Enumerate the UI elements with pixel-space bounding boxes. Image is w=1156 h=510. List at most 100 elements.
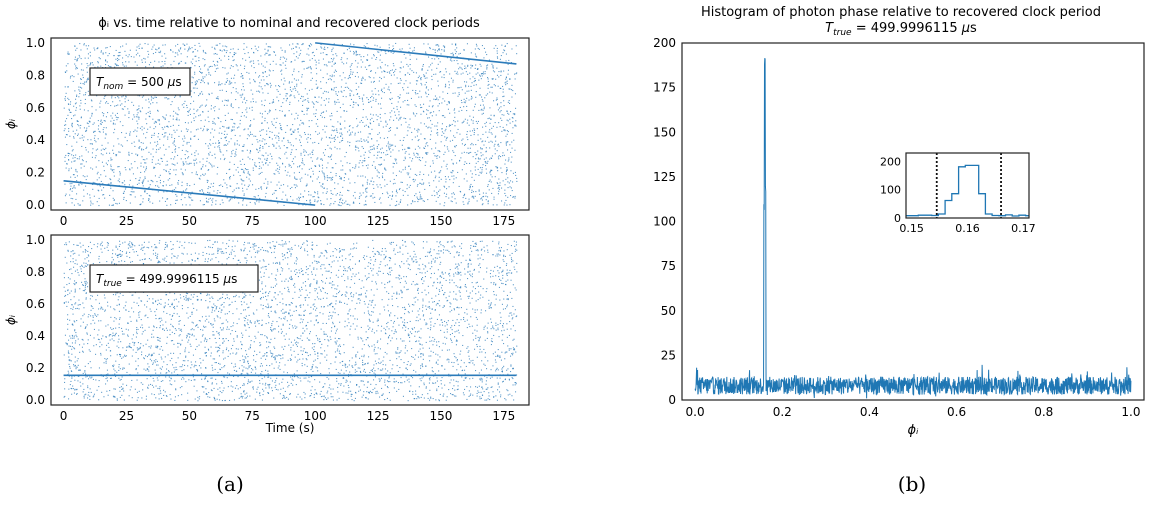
scatter-point: [450, 339, 452, 341]
scatter-point: [474, 53, 476, 55]
scatter-point: [373, 379, 375, 381]
scatter-point: [223, 133, 225, 135]
scatter-point: [89, 143, 91, 145]
scatter-point: [515, 45, 517, 47]
scatter-point: [453, 109, 455, 111]
scatter-point: [488, 83, 490, 85]
scatter-point: [74, 263, 76, 265]
scatter-point: [471, 196, 473, 198]
scatter-point: [449, 59, 451, 61]
scatter-point: [118, 166, 120, 168]
scatter-point: [388, 145, 390, 147]
scatter-point: [259, 112, 261, 114]
scatter-point: [367, 141, 369, 143]
scatter-point: [216, 173, 218, 175]
scatter-point: [229, 67, 231, 69]
scatter-point: [363, 139, 365, 141]
scatter-point: [264, 196, 266, 198]
scatter-point: [441, 131, 443, 133]
scatter-point: [502, 270, 504, 272]
scatter-point: [195, 60, 197, 62]
scatter-point: [388, 51, 390, 53]
scatter-point: [243, 194, 245, 196]
scatter-point: [335, 163, 337, 165]
scatter-point: [199, 200, 201, 202]
scatter-point: [378, 94, 380, 96]
scatter-point: [420, 198, 422, 200]
scatter-point: [77, 304, 79, 306]
scatter-point: [457, 120, 459, 122]
scatter-point: [267, 181, 269, 183]
scatter-point: [479, 337, 481, 339]
scatter-point: [498, 190, 500, 192]
scatter-point: [325, 82, 327, 84]
scatter-point: [446, 163, 448, 165]
scatter-point: [505, 53, 507, 55]
scatter-point: [268, 74, 270, 76]
scatter-point: [111, 117, 113, 119]
scatter-point: [443, 74, 445, 76]
scatter-point: [288, 327, 290, 329]
scatter-point: [392, 63, 394, 65]
scatter-point: [228, 126, 230, 128]
scatter-point: [311, 44, 313, 46]
scatter-point: [132, 249, 134, 251]
scatter-point: [278, 85, 280, 87]
scatter-point: [494, 176, 496, 178]
scatter-point: [181, 252, 183, 254]
scatter-point: [379, 59, 381, 61]
scatter-point: [443, 205, 445, 207]
scatter-point: [341, 44, 343, 46]
scatter-point: [262, 92, 264, 94]
scatter-point: [500, 110, 502, 112]
scatter-point: [244, 184, 246, 186]
scatter-point: [341, 91, 343, 93]
scatter-point: [112, 395, 114, 397]
scatter-point: [394, 70, 396, 72]
scatter-point: [261, 140, 263, 142]
scatter-point: [194, 55, 196, 57]
scatter-point: [436, 193, 438, 195]
scatter-point: [194, 65, 196, 67]
scatter-point: [196, 81, 198, 83]
scatter-point: [422, 64, 424, 66]
scatter-point: [289, 164, 291, 166]
scatter-point: [380, 187, 382, 189]
scatter-point: [475, 144, 477, 146]
scatter-point: [192, 87, 194, 89]
scatter-point: [247, 171, 249, 173]
scatter-point: [91, 115, 93, 117]
scatter-point: [173, 144, 175, 146]
scatter-point: [201, 91, 203, 93]
scatter-point: [206, 179, 208, 181]
scatter-point: [238, 296, 240, 298]
scatter-point: [484, 73, 486, 75]
scatter-point: [265, 162, 267, 164]
scatter-point: [482, 203, 484, 205]
scatter-point: [413, 113, 415, 115]
scatter-point: [379, 46, 381, 48]
scatter-point: [66, 163, 68, 165]
scatter-point: [388, 127, 390, 129]
scatter-point: [261, 88, 263, 90]
scatter-point: [505, 76, 507, 78]
scatter-point: [164, 97, 166, 99]
scatter-point: [181, 194, 183, 196]
scatter-point: [252, 98, 254, 100]
scatter-point: [228, 127, 230, 129]
scatter-point: [175, 194, 177, 196]
scatter-point: [365, 200, 367, 202]
scatter-point: [472, 122, 474, 124]
scatter-point: [250, 89, 252, 91]
scatter-point: [492, 70, 494, 72]
scatter-point: [459, 287, 461, 289]
scatter-point: [448, 101, 450, 103]
scatter-point: [484, 364, 486, 366]
scatter-point: [81, 155, 83, 157]
scatter-point: [84, 365, 86, 367]
scatter-point: [511, 117, 513, 119]
scatter-point: [98, 125, 100, 127]
scatter-point: [178, 180, 180, 182]
scatter-point: [303, 99, 305, 101]
scatter-point: [230, 65, 232, 67]
